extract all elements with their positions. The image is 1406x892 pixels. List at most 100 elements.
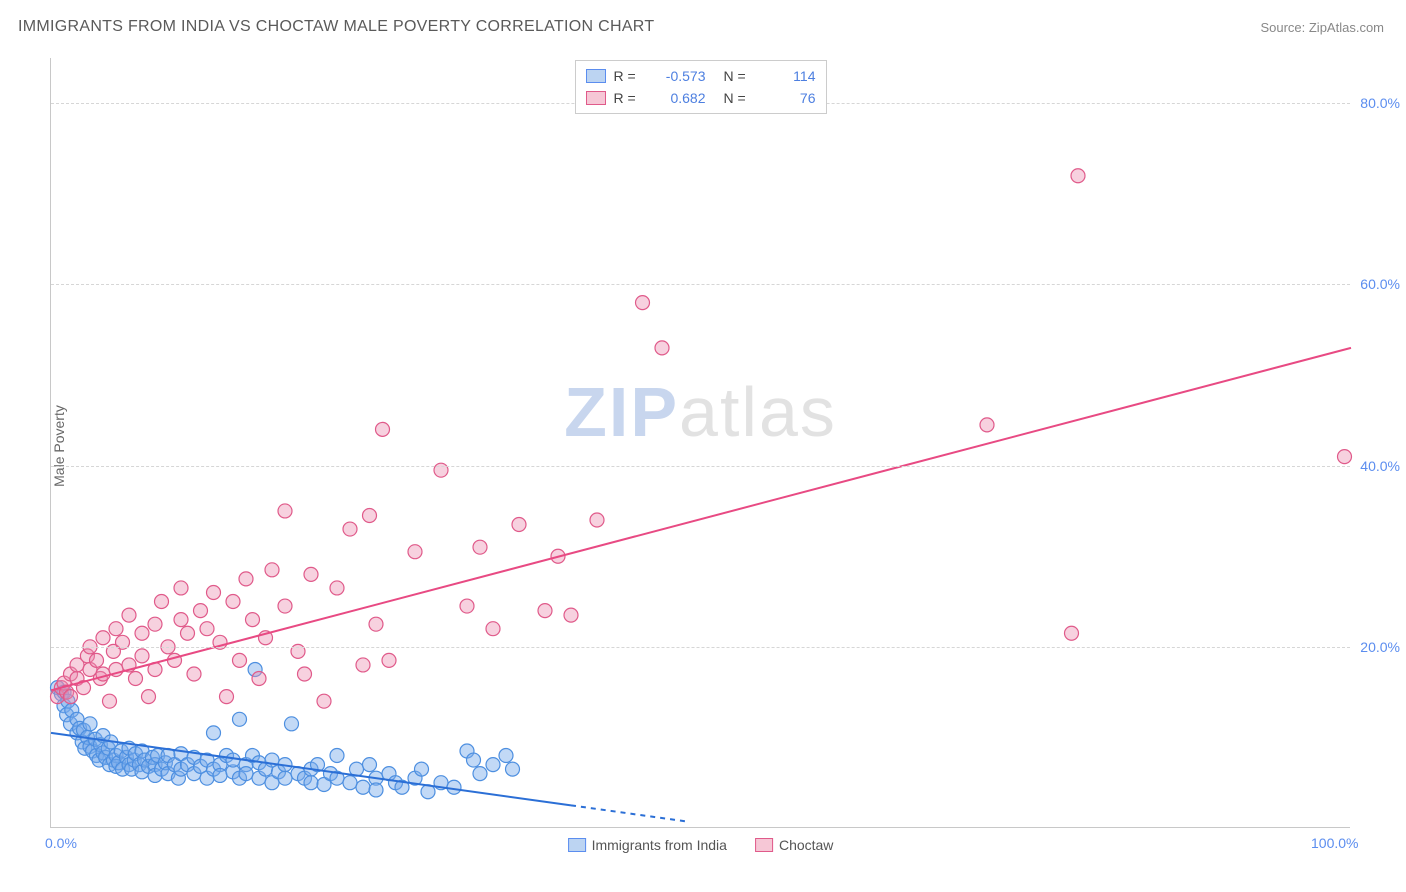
data-point [83,717,97,731]
data-point [499,749,513,763]
data-point [239,572,253,586]
data-point [460,599,474,613]
data-point [239,767,253,781]
data-point [226,753,240,767]
legend-swatch [586,91,606,105]
x-tick-label: 100.0% [1311,835,1358,851]
data-point [356,780,370,794]
source-attribution: Source: ZipAtlas.com [1260,20,1384,35]
data-point [142,690,156,704]
n-label: N = [724,65,752,87]
data-point [1338,450,1352,464]
data-point [343,522,357,536]
trend-line-dashed [571,805,688,821]
data-point [343,776,357,790]
series-legend-item: Choctaw [755,837,833,853]
data-point [415,762,429,776]
series-legend-label: Immigrants from India [592,837,727,853]
data-point [220,690,234,704]
chart-container: IMMIGRANTS FROM INDIA VS CHOCTAW MALE PO… [0,0,1406,892]
data-point [473,540,487,554]
data-point [363,758,377,772]
data-point [265,563,279,577]
gridline [51,647,1350,648]
data-point [317,694,331,708]
data-point [1065,626,1079,640]
n-value: 76 [760,87,816,109]
data-point [109,622,123,636]
correlation-legend-row: R = 0.682 N = 76 [586,87,816,109]
data-point [506,762,520,776]
data-point [103,694,117,708]
data-point [226,595,240,609]
data-point [207,585,221,599]
data-point [467,753,481,767]
data-point [174,581,188,595]
gridline [51,284,1350,285]
data-point [252,672,266,686]
y-tick-label: 80.0% [1352,95,1400,111]
data-point [369,783,383,797]
data-point [207,726,221,740]
data-point [538,604,552,618]
chart-title: IMMIGRANTS FROM INDIA VS CHOCTAW MALE PO… [18,18,654,36]
y-tick-label: 40.0% [1352,458,1400,474]
data-point [486,758,500,772]
data-point [447,780,461,794]
legend-swatch [755,838,773,852]
series-legend: Immigrants from India Choctaw [568,837,834,853]
series-legend-item: Immigrants from India [568,837,727,853]
y-tick-label: 20.0% [1352,639,1400,655]
data-point [304,567,318,581]
data-point [486,622,500,636]
series-legend-label: Choctaw [779,837,833,853]
data-point [363,508,377,522]
y-tick-label: 60.0% [1352,276,1400,292]
data-point [148,617,162,631]
data-point [1071,169,1085,183]
data-point [285,717,299,731]
data-point [408,545,422,559]
plot-svg [51,58,1350,827]
data-point [187,667,201,681]
data-point [90,653,104,667]
data-point [655,341,669,355]
data-point [980,418,994,432]
legend-swatch [568,838,586,852]
r-value: -0.573 [650,65,706,87]
data-point [278,599,292,613]
r-label: R = [614,65,642,87]
data-point [564,608,578,622]
data-point [590,513,604,527]
n-label: N = [724,87,752,109]
data-point [64,690,78,704]
data-point [246,613,260,627]
data-point [174,613,188,627]
data-point [278,504,292,518]
data-point [122,608,136,622]
data-point [473,767,487,781]
plot-area: ZIPatlas R = -0.573 N = 114 R = 0.682 N … [50,58,1350,828]
data-point [278,771,292,785]
trend-line [51,348,1351,690]
gridline [51,466,1350,467]
correlation-legend-row: R = -0.573 N = 114 [586,65,816,87]
data-point [356,658,370,672]
data-point [233,653,247,667]
data-point [135,626,149,640]
data-point [233,712,247,726]
data-point [181,626,195,640]
data-point [298,667,312,681]
data-point [304,776,318,790]
data-point [512,518,526,532]
legend-swatch [586,69,606,83]
data-point [376,422,390,436]
data-point [636,296,650,310]
data-point [369,617,383,631]
data-point [200,622,214,636]
data-point [194,604,208,618]
data-point [213,768,227,782]
n-value: 114 [760,65,816,87]
data-point [382,653,396,667]
data-point [330,749,344,763]
